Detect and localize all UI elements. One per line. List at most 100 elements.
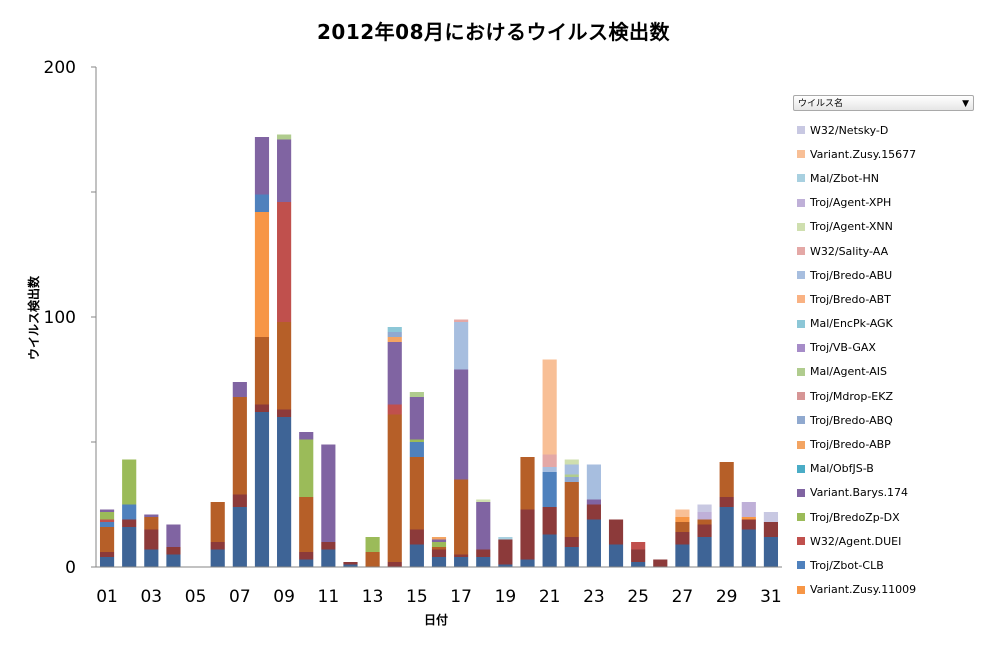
legend-label: W32/Agent.DUEI [810, 534, 902, 548]
legend-item[interactable]: W32/Agent.DUEI [793, 529, 974, 553]
bar-segment-25 [631, 542, 646, 550]
legend-item[interactable]: Troj/BredoZp-DX [793, 505, 974, 529]
bar-segment-10 [299, 497, 314, 552]
bar-segment-24 [608, 519, 624, 545]
bar-segment-17 [454, 369, 469, 480]
bar-segment-01 [99, 527, 115, 552]
bar-segment-15 [409, 457, 424, 530]
bar-segment-04 [166, 547, 181, 555]
bar-segment-10 [299, 559, 314, 567]
bar-segment-11 [321, 444, 336, 542]
legend-swatch [797, 198, 805, 207]
legend-item[interactable]: Troj/Mdrop-EKZ [793, 384, 974, 408]
legend-swatch [797, 561, 805, 570]
bar-segment-15 [409, 392, 424, 397]
bar-segment-14 [387, 327, 402, 332]
legend-item[interactable]: Troj/Bredo-ABP [793, 432, 974, 456]
bar-segment-31 [763, 522, 779, 537]
bar-segment-13 [365, 552, 380, 567]
legend-item[interactable]: Variant.Zusy.11009 [793, 578, 974, 602]
bar-segment-02 [122, 519, 137, 527]
legend-item[interactable]: W32/Netsky-D [793, 118, 974, 142]
axes-group: 0 100 200 01 03 05 07 09 11 13 15 17 19 21 23 25 27 29 31 [44, 58, 782, 607]
legend-swatch [797, 319, 805, 328]
x-tick-label: 29 [716, 587, 738, 607]
legend-label: Troj/Zbot-CLB [810, 558, 884, 572]
legend-item[interactable]: Mal/Zbot-HN [793, 166, 974, 190]
bar-segment-15 [409, 544, 424, 567]
legend-swatch [797, 150, 805, 159]
bar-segment-14 [387, 337, 402, 342]
bar-segment-19 [498, 564, 513, 567]
bar-segment-17 [454, 479, 469, 555]
bar-segment-17 [454, 319, 469, 322]
legend-label: Troj/BredoZp-DX [810, 510, 900, 524]
bar-segment-23 [586, 519, 601, 567]
x-tick-label: 23 [583, 587, 605, 607]
bar-segment-23 [586, 504, 601, 520]
bar-segment-30 [741, 529, 756, 567]
legend-item[interactable]: Troj/Bredo-ABT [793, 287, 974, 311]
chevron-down-icon[interactable]: ▼ [962, 99, 969, 109]
bar-segment-14 [387, 332, 402, 337]
bar-segment-20 [520, 509, 535, 560]
legend-label: Troj/VB-GAX [810, 341, 876, 355]
legend-label: Variant.Barys.174 [810, 486, 909, 500]
bar-segment-27 [675, 517, 690, 522]
bar-segment-20 [520, 457, 535, 510]
bar-segment-15 [409, 397, 424, 440]
legend-label: Troj/Bredo-ABU [810, 268, 893, 282]
bar-segment-12 [343, 562, 358, 565]
bar-segment-15 [409, 442, 424, 457]
bar-segment-21 [542, 507, 557, 535]
bar-segment-21 [542, 359, 557, 455]
legend-item[interactable]: Variant.Zusy.15677 [793, 142, 974, 166]
legend-item[interactable]: Troj/Agent-XNN [793, 215, 974, 239]
legend-label: Mal/ObfJS-B [810, 462, 874, 476]
bar-segment-01 [99, 557, 115, 567]
legend-swatch [797, 392, 805, 401]
legend-swatch [797, 513, 805, 522]
bar-segment-02 [122, 504, 137, 520]
x-tick-label: 11 [318, 587, 340, 607]
legend-filter-dropdown[interactable]: ウイルス名 ▼ [793, 95, 974, 111]
x-tick-label: 19 [495, 587, 517, 607]
legend-item[interactable]: W32/Sality-AA [793, 239, 974, 263]
legend-item[interactable]: Mal/Agent-AIS [793, 360, 974, 384]
x-tick-label: 13 [362, 587, 384, 607]
bar-segment-19 [498, 537, 513, 540]
bar-segment-19 [498, 539, 513, 565]
legend-item[interactable]: Mal/EncPk-AGK [793, 312, 974, 336]
legend-item[interactable]: Troj/Bredo-ABU [793, 263, 974, 287]
bar-segment-16 [431, 542, 447, 547]
bar-segment-08 [254, 137, 270, 195]
bar-segment-30 [741, 502, 756, 517]
bar-segment-10 [299, 439, 314, 497]
legend-list: W32/Netsky-D Variant.Zusy.15677 Mal/Zbot-H… [793, 118, 974, 602]
legend-item[interactable]: Mal/ObfJS-B [793, 457, 974, 481]
bar-segment-15 [409, 529, 424, 545]
y-axis-label: ウイルス検出数 [26, 275, 41, 360]
legend-swatch [797, 174, 805, 183]
legend-item[interactable]: Troj/Agent-XPH [793, 191, 974, 215]
bar-segment-28 [697, 512, 712, 520]
bar-segment-17 [454, 557, 469, 567]
bar-segment-31 [763, 512, 779, 522]
bar-segment-14 [387, 342, 402, 405]
bar-segment-29 [719, 497, 734, 507]
legend-item[interactable]: Troj/Bredo-ABQ [793, 408, 974, 432]
bar-segment-18 [476, 549, 491, 557]
bar-segment-01 [99, 512, 115, 520]
legend-item[interactable]: Variant.Barys.174 [793, 481, 974, 505]
legend-item[interactable]: Troj/Zbot-CLB [793, 553, 974, 577]
bar-segment-23 [586, 464, 601, 500]
bar-segment-16 [431, 549, 447, 557]
x-tick-label: 31 [760, 587, 782, 607]
bar-segment-03 [144, 549, 159, 567]
bar-segment-29 [719, 462, 734, 497]
legend-swatch [797, 464, 805, 473]
bar-segment-21 [542, 534, 557, 567]
legend-label: Troj/Agent-XPH [810, 196, 892, 210]
legend-item[interactable]: Troj/VB-GAX [793, 336, 974, 360]
bar-segment-10 [299, 432, 314, 440]
